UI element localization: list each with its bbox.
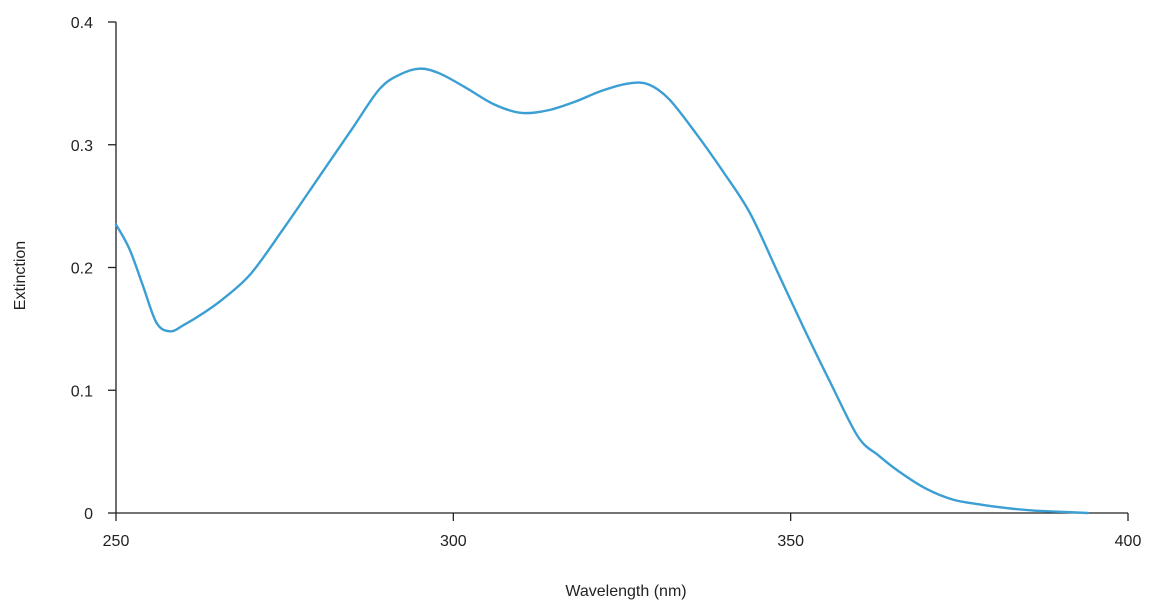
ticks: 250 300 350 400 0 0.1 0.2 0.3 0.4 bbox=[71, 15, 1142, 550]
y-axis-title: Extinction bbox=[12, 241, 29, 310]
series bbox=[114, 67, 1089, 515]
y-tick-label: 0.2 bbox=[71, 261, 93, 278]
x-tick-label: 350 bbox=[777, 533, 804, 550]
y-tick-label: 0.1 bbox=[71, 383, 93, 400]
y-tick-label: 0.4 bbox=[71, 15, 93, 32]
x-tick-label: 250 bbox=[103, 533, 130, 550]
x-tick-label: 400 bbox=[1115, 533, 1142, 550]
y-tick-label: 0 bbox=[84, 506, 93, 523]
x-axis-title: Wavelength (nm) bbox=[565, 583, 686, 600]
axes bbox=[115, 22, 1128, 514]
y-tick-label: 0.3 bbox=[71, 138, 93, 155]
x-tick-label: 300 bbox=[440, 533, 467, 550]
extinction-series-line bbox=[114, 67, 1089, 515]
